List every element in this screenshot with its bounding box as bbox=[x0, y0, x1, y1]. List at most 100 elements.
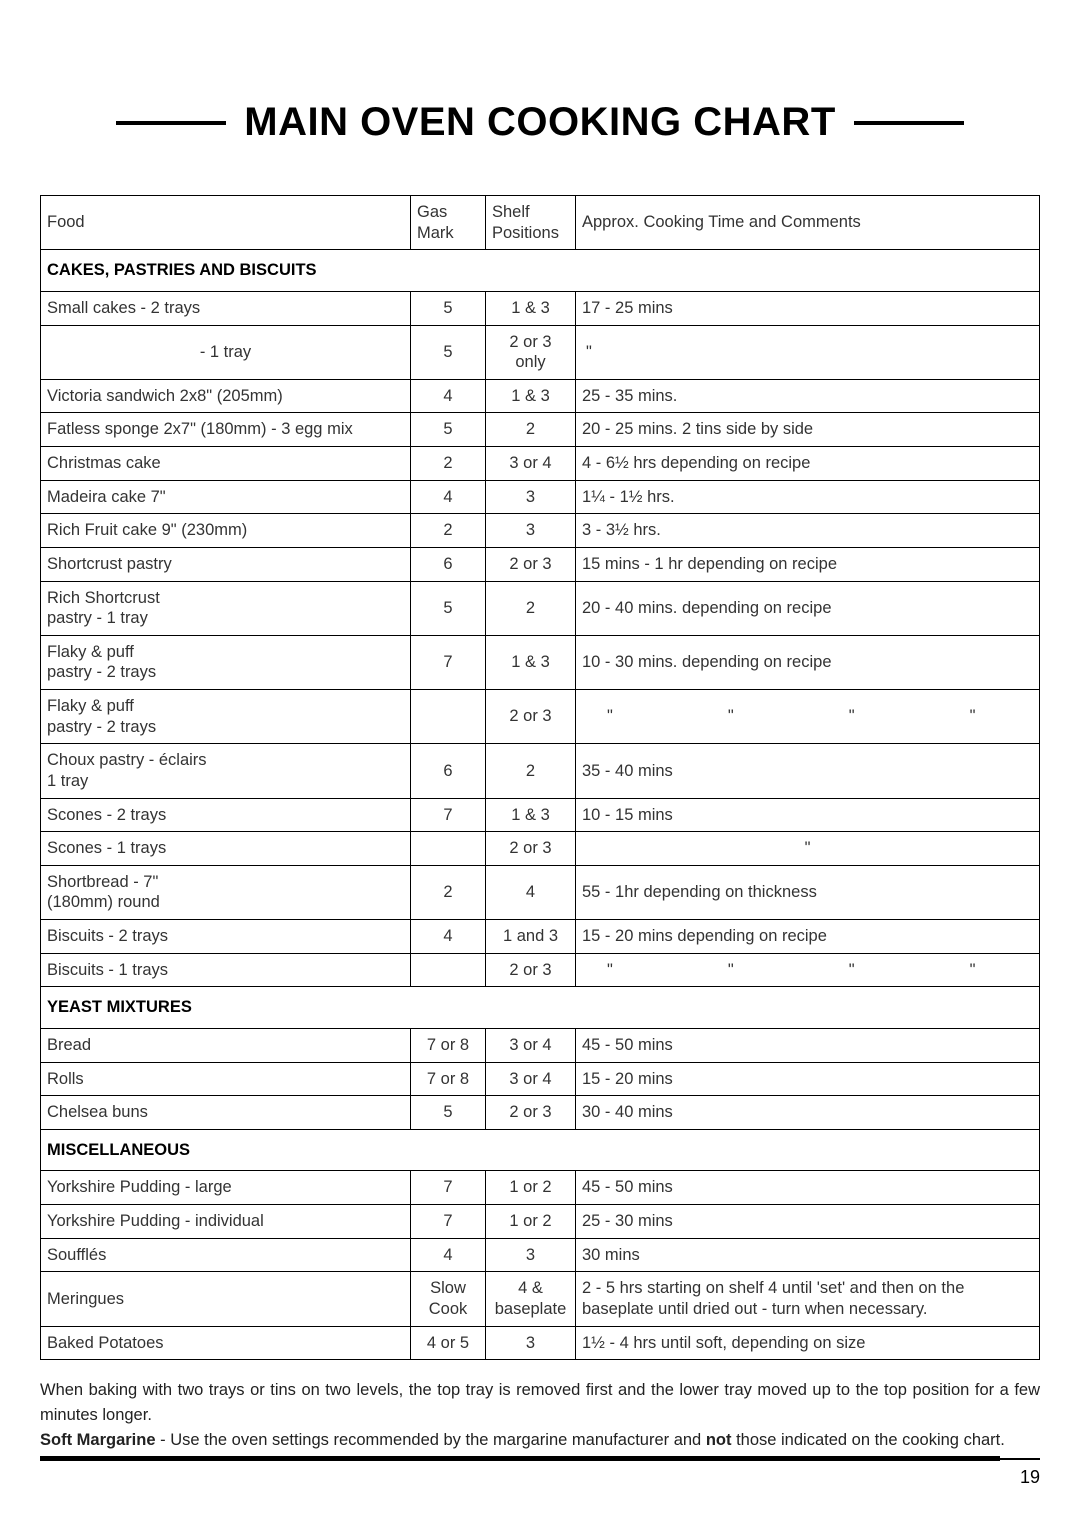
cell-food: Scones - 2 trays bbox=[41, 798, 411, 832]
cell-gas: 6 bbox=[411, 744, 486, 798]
cell-gas: 5 bbox=[411, 413, 486, 447]
footer-rule-thin bbox=[1000, 1458, 1040, 1460]
cell-food: Bread bbox=[41, 1028, 411, 1062]
table-row: Bread7 or 83 or 445 - 50 mins bbox=[41, 1028, 1040, 1062]
cell-food: Rolls bbox=[41, 1062, 411, 1096]
cell-time: 1¼ - 1½ hrs. bbox=[576, 480, 1040, 514]
cell-time: 20 - 40 mins. depending on recipe bbox=[576, 581, 1040, 635]
cell-gas: 7 bbox=[411, 1171, 486, 1205]
cell-food: Shortcrust pastry bbox=[41, 547, 411, 581]
cell-food: Meringues bbox=[41, 1272, 411, 1326]
cell-shelf: 1 & 3 bbox=[486, 291, 576, 325]
cell-shelf: 2 bbox=[486, 581, 576, 635]
note-bold-not: not bbox=[706, 1431, 732, 1449]
section-header: MISCELLANEOUS bbox=[41, 1129, 1040, 1171]
footer-rule bbox=[40, 1456, 1040, 1461]
cell-shelf: 3 or 4 bbox=[486, 1062, 576, 1096]
col-time: Approx. Cooking Time and Comments bbox=[576, 196, 1040, 250]
cell-gas: Slow Cook bbox=[411, 1272, 486, 1326]
title-rule-left bbox=[116, 121, 226, 125]
cell-gas: 2 bbox=[411, 865, 486, 919]
cell-time: " bbox=[576, 832, 1040, 866]
cell-time: 45 - 50 mins bbox=[576, 1028, 1040, 1062]
cell-shelf: 2 or 3 bbox=[486, 1096, 576, 1130]
cell-shelf: 3 bbox=[486, 514, 576, 548]
cell-food: Madeira cake 7" bbox=[41, 480, 411, 514]
cell-shelf: 2 bbox=[486, 744, 576, 798]
cell-time: 25 - 30 mins bbox=[576, 1205, 1040, 1239]
table-row: Scones - 2 trays71 & 310 - 15 mins bbox=[41, 798, 1040, 832]
notes: When baking with two trays or tins on tw… bbox=[40, 1378, 1040, 1452]
col-gas: Gas Mark bbox=[411, 196, 486, 250]
cell-shelf: 4 bbox=[486, 865, 576, 919]
cell-food: Scones - 1 trays bbox=[41, 832, 411, 866]
cell-shelf: 2 or 3 bbox=[486, 953, 576, 987]
section-header-cell: MISCELLANEOUS bbox=[41, 1129, 1040, 1171]
cell-shelf: 3 bbox=[486, 1326, 576, 1360]
table-row: Choux pastry - éclairs1 tray6235 - 40 mi… bbox=[41, 744, 1040, 798]
cell-time: 1½ - 4 hrs until soft, depending on size bbox=[576, 1326, 1040, 1360]
cell-food: Chelsea buns bbox=[41, 1096, 411, 1130]
cell-food: Biscuits - 1 trays bbox=[41, 953, 411, 987]
cell-shelf: 2 or 3 only bbox=[486, 325, 576, 379]
cell-shelf: 2 or 3 bbox=[486, 832, 576, 866]
table-row: - 1 tray52 or 3 only" bbox=[41, 325, 1040, 379]
cell-food: Soufflés bbox=[41, 1238, 411, 1272]
cell-shelf: 4 & baseplate bbox=[486, 1272, 576, 1326]
table-row: Victoria sandwich 2x8" (205mm)41 & 325 -… bbox=[41, 379, 1040, 413]
cell-gas: 2 bbox=[411, 514, 486, 548]
table-row: Yorkshire Pudding - large71 or 245 - 50 … bbox=[41, 1171, 1040, 1205]
table-header-row: Food Gas Mark Shelf Positions Approx. Co… bbox=[41, 196, 1040, 250]
table-row: Shortcrust pastry62 or 315 mins - 1 hr d… bbox=[41, 547, 1040, 581]
cell-gas: 4 bbox=[411, 480, 486, 514]
section-header-cell: YEAST MIXTURES bbox=[41, 987, 1040, 1029]
cell-gas: 5 bbox=[411, 581, 486, 635]
cell-food: Biscuits - 2 trays bbox=[41, 920, 411, 954]
note-p1: When baking with two trays or tins on tw… bbox=[40, 1378, 1040, 1428]
note-bold-soft-margarine: Soft Margarine bbox=[40, 1431, 156, 1449]
table-row: Flaky & puffpastry - 2 trays71 & 310 - 3… bbox=[41, 635, 1040, 689]
cell-shelf: 1 or 2 bbox=[486, 1171, 576, 1205]
cell-shelf: 1 & 3 bbox=[486, 635, 576, 689]
cell-shelf: 3 or 4 bbox=[486, 1028, 576, 1062]
title-rule-right bbox=[854, 121, 964, 125]
cell-gas: 7 bbox=[411, 1205, 486, 1239]
cell-shelf: 3 or 4 bbox=[486, 447, 576, 481]
table-row: Small cakes - 2 trays51 & 317 - 25 mins bbox=[41, 291, 1040, 325]
cell-gas: 7 bbox=[411, 635, 486, 689]
cell-gas: 5 bbox=[411, 291, 486, 325]
cell-time: 4 - 6½ hrs depending on recipe bbox=[576, 447, 1040, 481]
cell-gas: 4 or 5 bbox=[411, 1326, 486, 1360]
cell-gas: 6 bbox=[411, 547, 486, 581]
table-row: Chelsea buns52 or 330 - 40 mins bbox=[41, 1096, 1040, 1130]
table-row: Scones - 1 trays 2 or 3" bbox=[41, 832, 1040, 866]
cell-time: 20 - 25 mins. 2 tins side by side bbox=[576, 413, 1040, 447]
cell-time: """" bbox=[576, 690, 1040, 744]
cell-time: 10 - 30 mins. depending on recipe bbox=[576, 635, 1040, 689]
cell-food: Yorkshire Pudding - individual bbox=[41, 1205, 411, 1239]
title-wrap: MAIN OVEN COOKING CHART bbox=[40, 100, 1040, 145]
cell-gas: 4 bbox=[411, 1238, 486, 1272]
cell-food: Baked Potatoes bbox=[41, 1326, 411, 1360]
cell-food: Flaky & puffpastry - 2 trays bbox=[41, 635, 411, 689]
cell-shelf: 3 bbox=[486, 480, 576, 514]
cell-time: " bbox=[576, 325, 1040, 379]
page-title: MAIN OVEN COOKING CHART bbox=[226, 100, 854, 145]
page-number: 19 bbox=[40, 1467, 1040, 1488]
cell-time: 15 mins - 1 hr depending on recipe bbox=[576, 547, 1040, 581]
cell-time: 10 - 15 mins bbox=[576, 798, 1040, 832]
cell-gas: 5 bbox=[411, 325, 486, 379]
table-row: Christmas cake23 or 44 - 6½ hrs dependin… bbox=[41, 447, 1040, 481]
cell-food: Fatless sponge 2x7" (180mm) - 3 egg mix bbox=[41, 413, 411, 447]
cell-shelf: 2 or 3 bbox=[486, 547, 576, 581]
cooking-chart-table: Food Gas Mark Shelf Positions Approx. Co… bbox=[40, 195, 1040, 1360]
cell-time: 55 - 1hr depending on thickness bbox=[576, 865, 1040, 919]
table-row: Rich Fruit cake 9" (230mm)233 - 3½ hrs. bbox=[41, 514, 1040, 548]
note-p2: Soft Margarine - Use the oven settings r… bbox=[40, 1428, 1040, 1453]
cell-food: Flaky & puffpastry - 2 trays bbox=[41, 690, 411, 744]
cell-shelf: 2 or 3 bbox=[486, 690, 576, 744]
cell-time: """" bbox=[576, 953, 1040, 987]
section-header-cell: CAKES, PASTRIES AND BISCUITS bbox=[41, 250, 1040, 292]
cell-time: 45 - 50 mins bbox=[576, 1171, 1040, 1205]
cell-gas bbox=[411, 953, 486, 987]
